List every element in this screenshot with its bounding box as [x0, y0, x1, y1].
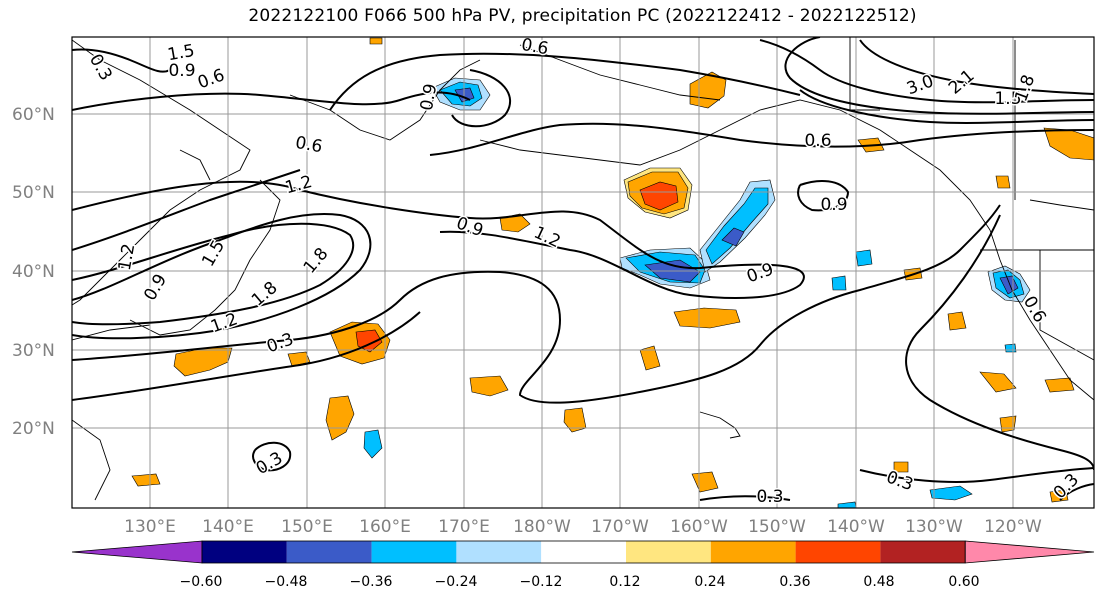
precip-area [705, 187, 769, 265]
precip-area [979, 371, 1017, 393]
colorbar-tick-label: 0.48 [863, 574, 894, 590]
precip-area [837, 501, 857, 508]
latitude-labels: 60°N 50°N 40°N 30°N 20°N [12, 105, 55, 439]
contour-label: 0.6 [520, 35, 550, 59]
precip-area [929, 485, 973, 501]
contour-label: 0.9 [820, 195, 847, 215]
colorbar-tick-label: −0.24 [435, 574, 478, 590]
precip-area [639, 181, 679, 211]
precip-area [893, 461, 909, 473]
graticule [72, 37, 1094, 508]
lat-label: 20°N [12, 419, 55, 439]
colorbar-segment [71, 540, 203, 564]
colorbar-segment [880, 541, 966, 563]
map-title: 2022122100 F066 500 hPa PV, precipitatio… [248, 6, 917, 26]
lon-label: 150°W [748, 517, 806, 537]
precip-area [499, 213, 531, 233]
colorbar-tick-label: −0.48 [265, 574, 308, 590]
colorbar-tick-label: 0.24 [694, 574, 725, 590]
colorbar-tick-label: 0.12 [609, 574, 640, 590]
plot-frame [71, 36, 1095, 509]
longitude-labels: 130°E 140°E 150°E 160°E 170°E 180°W 170°… [124, 517, 1042, 537]
colorbar-segment [541, 541, 626, 563]
colorbar-ticks: −0.60 −0.48 −0.36 −0.24 −0.12 0.12 0.24 … [180, 574, 980, 590]
lon-label: 180°W [513, 517, 571, 537]
precip-area [469, 375, 509, 397]
lon-label: 140°E [202, 517, 254, 537]
lon-label: 170°E [438, 517, 490, 537]
precip-area [855, 249, 873, 267]
colorbar-segment [964, 540, 1095, 564]
precip-area [363, 429, 383, 459]
precip-area [1044, 377, 1075, 393]
colorbar [71, 540, 1095, 564]
colorbar-tick-label: −0.12 [520, 574, 563, 590]
precip-area [287, 351, 311, 367]
precip-area [325, 395, 355, 441]
colorbar-segment [710, 541, 796, 563]
lon-label: 150°E [281, 517, 333, 537]
precip-area [721, 227, 745, 247]
precip-area [639, 345, 661, 371]
precip-area [131, 473, 161, 487]
precip-shading [131, 37, 1094, 508]
lon-label: 170°W [591, 517, 649, 537]
colorbar-tick-label: −0.60 [180, 574, 223, 590]
lat-label: 50°N [12, 183, 55, 203]
colorbar-segment [795, 541, 881, 563]
plot-area [72, 37, 1094, 508]
lon-label: 140°W [827, 517, 885, 537]
precip-area [563, 407, 587, 433]
contour-label: 1.2 [115, 242, 139, 272]
lat-label: 40°N [12, 262, 55, 282]
lon-label: 160°E [359, 517, 411, 537]
contour-label: 0.6 [804, 131, 831, 151]
colorbar-segment [286, 541, 372, 563]
precip-area [1004, 343, 1017, 353]
lon-label: 160°W [670, 517, 728, 537]
colorbar-tick-label: 0.60 [948, 574, 979, 590]
colorbar-segment [456, 541, 542, 563]
colorbar-segment [371, 541, 457, 563]
colorbar-tick-label: −0.36 [350, 574, 393, 590]
contour-label: 0.6 [294, 133, 324, 157]
lon-label: 130°W [905, 517, 963, 537]
precip-area [1049, 489, 1069, 503]
precip-area [947, 311, 967, 331]
contour-label: 0.9 [168, 61, 195, 81]
colorbar-tick-label: 0.36 [779, 574, 810, 590]
pv-contours [72, 37, 1094, 501]
precip-area [369, 37, 383, 45]
precip-area [999, 415, 1017, 433]
lat-label: 60°N [12, 105, 55, 125]
lon-label: 120°W [984, 517, 1042, 537]
contour-label: 0.3 [756, 487, 783, 507]
lon-label: 130°E [124, 517, 176, 537]
colorbar-segment [626, 541, 711, 563]
precip-area [831, 275, 847, 291]
colorbar-frame [201, 540, 966, 564]
colorbar-segment [202, 541, 287, 563]
lat-label: 30°N [12, 341, 55, 361]
precip-area [995, 175, 1011, 189]
precip-area [673, 307, 741, 329]
contour-label: 1.5 [994, 89, 1021, 109]
